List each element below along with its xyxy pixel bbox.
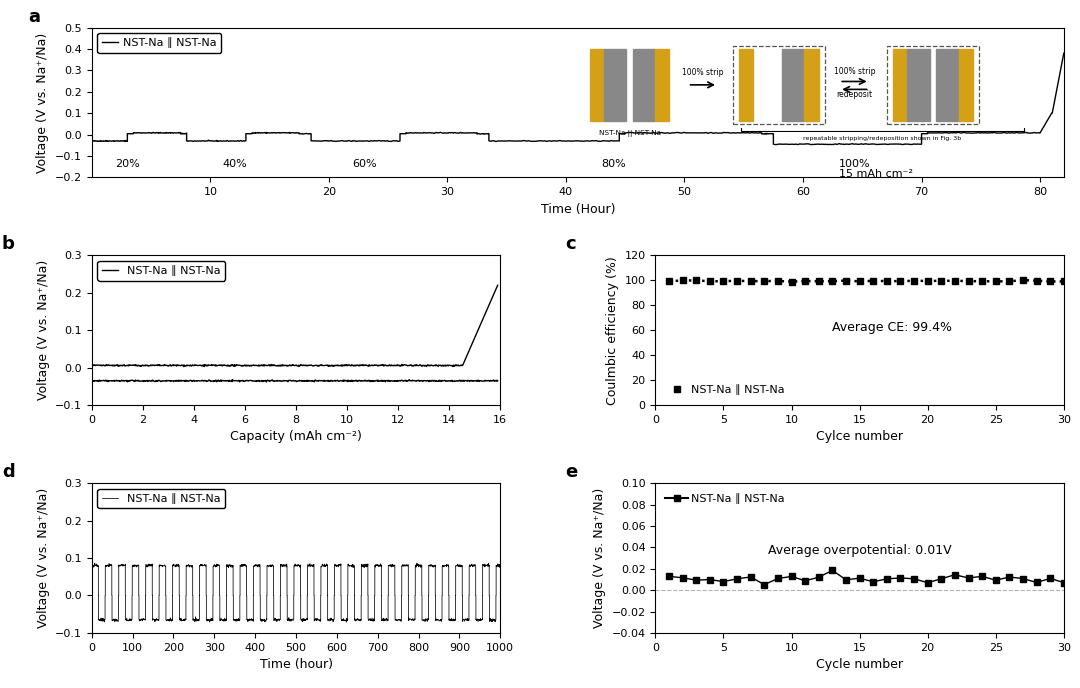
X-axis label: Capacity (mAh cm⁻²): Capacity (mAh cm⁻²): [230, 431, 362, 444]
Text: 80%: 80%: [602, 159, 626, 169]
Y-axis label: Voltage (V vs. Na⁺/Na): Voltage (V vs. Na⁺/Na): [37, 260, 50, 400]
Text: Average overpotential: 0.01V: Average overpotential: 0.01V: [768, 544, 951, 557]
Text: e: e: [566, 463, 578, 481]
Text: 20%: 20%: [116, 159, 140, 169]
X-axis label: Cycle number: Cycle number: [816, 658, 903, 671]
Text: 40%: 40%: [222, 159, 247, 169]
Text: 15 mAh cm⁻²: 15 mAh cm⁻²: [838, 169, 913, 179]
Text: Average CE: 99.4%: Average CE: 99.4%: [833, 321, 953, 334]
Legend: NST-Na ∥ NST-Na: NST-Na ∥ NST-Na: [97, 488, 226, 508]
Y-axis label: Voltage (V vs. Na⁺/Na): Voltage (V vs. Na⁺/Na): [37, 32, 50, 173]
Text: a: a: [29, 8, 41, 25]
Text: d: d: [2, 463, 15, 481]
Text: 100%: 100%: [838, 159, 870, 169]
Legend: NST-Na ∥ NST-Na: NST-Na ∥ NST-Na: [661, 488, 789, 508]
Legend: NST-Na ∥ NST-Na: NST-Na ∥ NST-Na: [97, 33, 221, 53]
Text: c: c: [566, 235, 576, 253]
Text: b: b: [2, 235, 15, 253]
X-axis label: Cylce number: Cylce number: [816, 431, 903, 444]
Text: 60%: 60%: [352, 159, 377, 169]
Y-axis label: Voltage (V vs. Na⁺/Na): Voltage (V vs. Na⁺/Na): [37, 488, 50, 628]
Legend: NST-Na ∥ NST-Na: NST-Na ∥ NST-Na: [661, 380, 789, 400]
Y-axis label: Coulmbic efficiency (%): Coulmbic efficiency (%): [606, 256, 619, 405]
Legend: NST-Na ∥ NST-Na: NST-Na ∥ NST-Na: [97, 261, 226, 281]
Y-axis label: Voltage (V vs. Na⁺/Na): Voltage (V vs. Na⁺/Na): [593, 488, 606, 628]
X-axis label: Time (Hour): Time (Hour): [541, 203, 615, 215]
X-axis label: Time (hour): Time (hour): [259, 658, 333, 671]
